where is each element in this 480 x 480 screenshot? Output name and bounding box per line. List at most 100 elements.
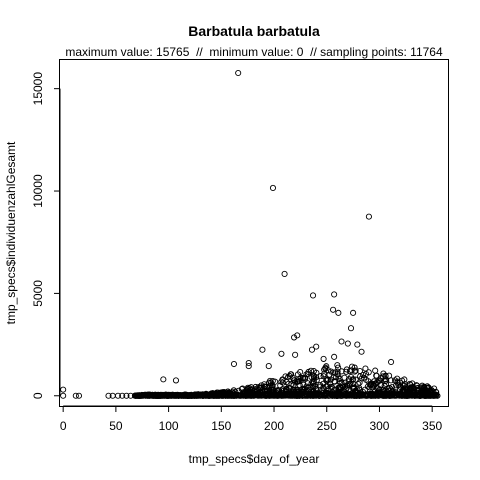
data-point xyxy=(286,372,293,380)
data-point xyxy=(299,375,306,382)
y-axis: 0 5000 10000 15000 xyxy=(31,72,61,399)
data-point xyxy=(114,392,122,399)
data-point xyxy=(263,392,270,399)
data-point xyxy=(269,383,276,391)
data-point xyxy=(368,392,375,399)
data-point xyxy=(181,391,188,398)
data-point xyxy=(335,309,342,316)
data-point xyxy=(359,391,366,398)
data-point xyxy=(351,364,358,371)
data-point xyxy=(72,392,79,399)
data-point xyxy=(317,373,324,380)
data-point xyxy=(283,379,290,386)
data-point xyxy=(119,392,126,399)
data-point xyxy=(269,377,276,385)
data-point xyxy=(354,341,361,348)
data-point xyxy=(160,376,167,383)
data-point xyxy=(300,375,307,382)
data-point xyxy=(322,383,329,390)
data-point xyxy=(377,390,384,397)
x-axis: 0 50 100 150 200 250 300 350 xyxy=(60,405,443,433)
data-point xyxy=(230,392,237,399)
data-point xyxy=(358,375,365,382)
data-point xyxy=(300,386,307,393)
data-point xyxy=(297,374,304,381)
data-point xyxy=(349,377,356,384)
data-point xyxy=(260,392,267,399)
data-point xyxy=(276,390,283,398)
data-point xyxy=(133,392,140,399)
data-point xyxy=(172,377,180,384)
data-point xyxy=(381,382,388,390)
data-point xyxy=(60,392,67,399)
data-point xyxy=(337,379,344,386)
data-point xyxy=(338,368,345,375)
data-point xyxy=(253,390,260,397)
y-axis-label: tmp_specs$individuenzahlGesamt xyxy=(4,141,18,324)
data-point xyxy=(331,291,338,298)
data-point xyxy=(351,368,358,375)
data-point xyxy=(343,368,350,375)
data-point xyxy=(362,365,369,372)
data-point xyxy=(261,381,268,388)
data-point xyxy=(265,363,272,370)
data-point xyxy=(367,382,374,389)
data-point xyxy=(269,184,277,192)
data-point xyxy=(167,391,175,399)
data-point xyxy=(280,392,287,399)
data-point xyxy=(209,390,216,397)
data-point xyxy=(326,392,333,399)
data-point xyxy=(216,390,223,397)
data-point xyxy=(256,391,263,398)
data-point xyxy=(352,367,359,374)
data-point xyxy=(389,387,396,395)
data-point xyxy=(323,377,330,384)
data-point xyxy=(278,350,285,357)
data-point xyxy=(376,386,383,393)
data-point xyxy=(308,384,315,391)
data-point xyxy=(331,353,338,360)
data-point xyxy=(219,389,226,396)
data-point xyxy=(320,373,327,380)
data-point xyxy=(289,386,296,393)
data-point xyxy=(385,392,392,399)
data-point xyxy=(334,362,341,369)
data-point xyxy=(202,391,209,398)
data-point xyxy=(350,383,357,390)
data-point xyxy=(392,382,400,389)
data-point xyxy=(410,392,417,399)
data-point xyxy=(328,386,335,393)
data-point xyxy=(388,358,395,366)
data-point xyxy=(292,351,299,358)
chart-title: Barbatula barbatula xyxy=(188,23,320,39)
data-point xyxy=(305,368,312,376)
data-point xyxy=(347,325,355,332)
data-point xyxy=(313,343,320,350)
data-point xyxy=(313,374,320,381)
data-point xyxy=(434,392,441,399)
data-point xyxy=(320,355,327,362)
data-point xyxy=(425,392,432,399)
data-point xyxy=(174,391,181,398)
data-point xyxy=(345,378,352,385)
data-point xyxy=(60,386,67,393)
data-point xyxy=(165,391,172,398)
data-point xyxy=(127,392,134,399)
data-point xyxy=(193,392,200,399)
data-point xyxy=(155,392,162,399)
data-point xyxy=(375,377,382,385)
data-point xyxy=(411,385,418,392)
data-point xyxy=(360,371,367,378)
data-point xyxy=(301,374,309,381)
data-point xyxy=(291,334,298,341)
data-point xyxy=(296,375,303,382)
data-point xyxy=(309,292,317,299)
data-point xyxy=(244,384,251,391)
data-point xyxy=(338,338,345,345)
data-point xyxy=(372,392,379,399)
data-point xyxy=(348,392,355,399)
data-point xyxy=(432,392,439,399)
data-point xyxy=(406,380,413,387)
data-point xyxy=(230,360,238,368)
data-point xyxy=(187,392,195,399)
